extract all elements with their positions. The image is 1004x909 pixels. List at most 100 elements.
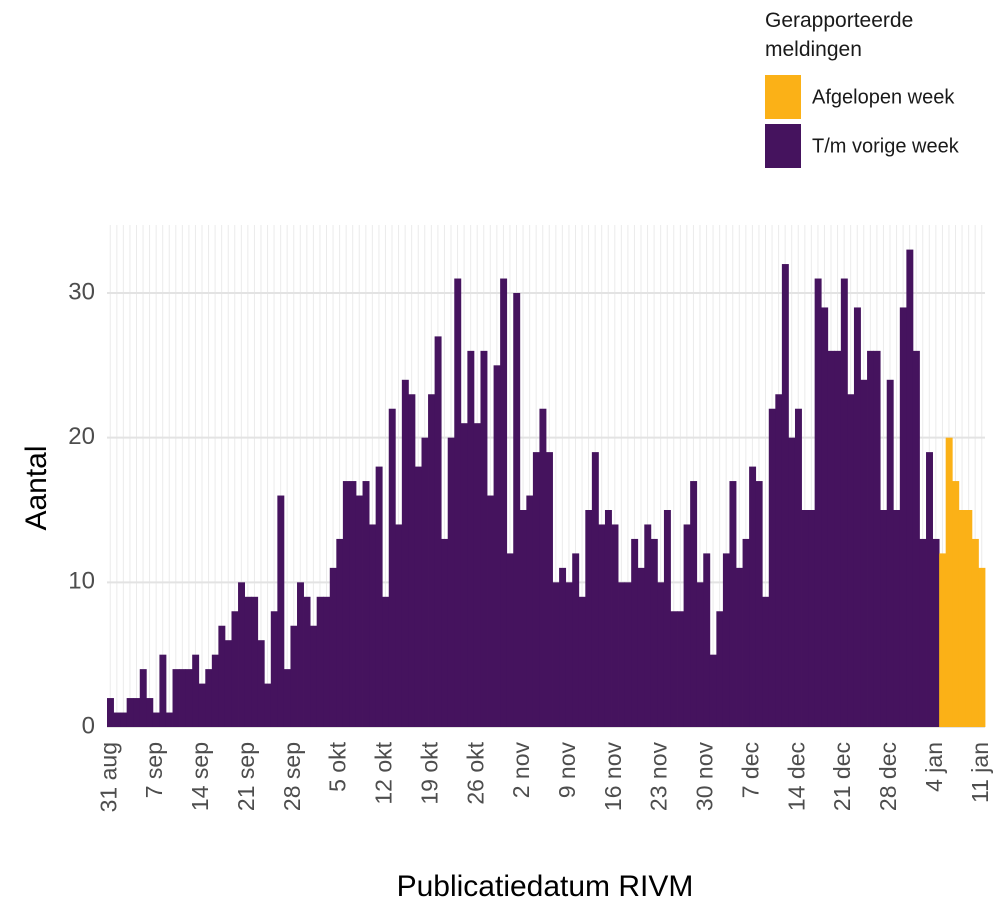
bar — [585, 509, 593, 727]
bar — [165, 712, 173, 727]
bar — [277, 495, 285, 727]
bar — [893, 509, 901, 727]
bar — [388, 408, 396, 727]
bar — [310, 625, 318, 727]
bar — [952, 481, 960, 727]
bar — [395, 524, 403, 727]
bar — [722, 553, 730, 727]
y-axis-label: Aantal — [20, 445, 53, 530]
x-tick-label: 26 okt — [462, 741, 488, 804]
x-tick-label: 5 okt — [325, 741, 351, 791]
bar — [637, 567, 645, 727]
bar — [355, 495, 363, 727]
bar — [179, 669, 187, 727]
bar — [565, 582, 573, 727]
bar — [663, 509, 671, 727]
bar — [506, 553, 514, 727]
bar — [460, 423, 468, 727]
x-tick-label: 28 dec — [875, 742, 901, 811]
bar — [454, 278, 462, 727]
bar — [677, 611, 684, 727]
bar — [611, 524, 619, 727]
x-tick-label: 30 nov — [692, 742, 718, 812]
x-tick-label: 28 sep — [279, 742, 305, 811]
bar — [716, 611, 724, 727]
bar — [382, 596, 390, 727]
bar — [139, 669, 147, 727]
bar — [742, 538, 750, 727]
bar — [670, 611, 678, 727]
x-tick-label: 7 sep — [141, 742, 167, 798]
bar — [323, 596, 331, 727]
bar — [172, 669, 180, 727]
bar — [264, 683, 272, 727]
bar — [912, 350, 920, 727]
bar — [906, 249, 914, 727]
bar — [867, 350, 875, 727]
bar — [126, 698, 134, 727]
legend-swatch — [765, 75, 801, 119]
bar — [886, 379, 894, 727]
bar — [401, 379, 409, 727]
x-tick-label: 12 okt — [371, 741, 397, 804]
bar — [270, 611, 278, 727]
bar — [919, 538, 927, 727]
bar — [644, 524, 652, 727]
bar — [414, 466, 422, 727]
legend-label: Afgelopen week — [812, 86, 955, 108]
bar — [480, 350, 488, 727]
bar — [251, 596, 259, 727]
bar — [434, 336, 442, 727]
bar — [369, 524, 377, 727]
bar — [729, 481, 737, 727]
bar — [690, 481, 698, 727]
bar — [827, 350, 835, 727]
bar — [487, 495, 494, 727]
legend-title: Gerapporteerde meldingen — [765, 9, 914, 61]
bar — [218, 625, 226, 727]
bar — [513, 292, 521, 727]
x-tick-label: 9 nov — [554, 742, 580, 799]
bar — [591, 452, 599, 727]
bar — [604, 509, 612, 727]
bar — [421, 437, 429, 727]
bar — [958, 509, 966, 727]
x-tick-label: 21 dec — [829, 742, 855, 811]
bar — [932, 538, 940, 727]
x-tick-label: 21 sep — [233, 742, 259, 811]
bar — [192, 654, 200, 727]
bar — [152, 712, 160, 727]
bar — [519, 509, 527, 727]
bar — [303, 596, 311, 727]
bar — [257, 640, 265, 727]
bar — [847, 394, 855, 727]
bar — [539, 408, 547, 727]
x-tick-label: 2 nov — [508, 742, 534, 799]
x-axis-label: Publicatiedatum RIVM — [397, 870, 694, 903]
bar — [978, 567, 986, 727]
bar — [814, 278, 822, 727]
bar — [349, 481, 357, 727]
bar — [696, 582, 704, 727]
bar — [290, 625, 298, 727]
bar — [552, 582, 560, 727]
bar — [362, 481, 370, 727]
bar — [755, 481, 763, 727]
bar — [873, 350, 881, 727]
bar — [231, 611, 239, 727]
bar — [408, 394, 416, 727]
x-tick-label: 7 dec — [737, 742, 763, 798]
bar — [703, 553, 711, 727]
bar — [598, 524, 606, 727]
bar — [283, 669, 291, 727]
bar — [965, 509, 973, 727]
legend-swatch — [765, 124, 801, 168]
bar — [375, 466, 383, 727]
y-tick-label: 30 — [68, 278, 95, 305]
bar — [808, 509, 816, 727]
bar — [860, 379, 868, 727]
bar — [834, 350, 842, 727]
bar — [840, 278, 848, 727]
bar — [297, 582, 304, 727]
